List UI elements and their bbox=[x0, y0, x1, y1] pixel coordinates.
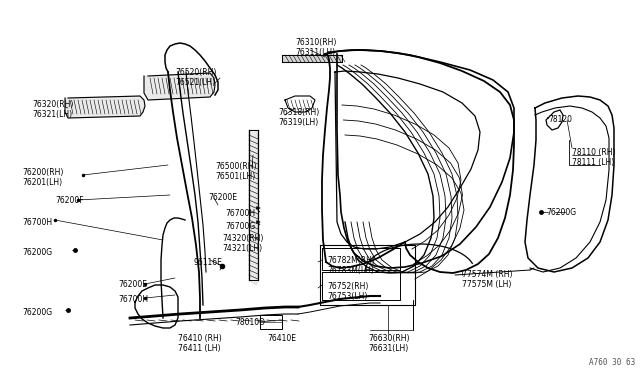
Text: 76200E: 76200E bbox=[208, 193, 237, 202]
Text: 76410E: 76410E bbox=[267, 334, 296, 343]
Polygon shape bbox=[249, 130, 258, 285]
Bar bbox=[260, 315, 282, 329]
Text: 78010D: 78010D bbox=[235, 318, 265, 327]
Text: 76500(RH)
76501(LH): 76500(RH) 76501(LH) bbox=[215, 162, 257, 182]
Text: 76630(RH)
76631(LH): 76630(RH) 76631(LH) bbox=[368, 334, 410, 353]
Text: 74320(RH)
74321(LH): 74320(RH) 74321(LH) bbox=[222, 234, 264, 253]
Text: 76200G: 76200G bbox=[22, 308, 52, 317]
Text: 76200G: 76200G bbox=[546, 208, 576, 217]
Text: 77574M (RH)
77575M (LH): 77574M (RH) 77575M (LH) bbox=[462, 270, 513, 289]
Text: 76700H: 76700H bbox=[118, 295, 148, 304]
Polygon shape bbox=[65, 96, 145, 118]
Text: 78120: 78120 bbox=[548, 115, 572, 124]
Text: 76782M(RH)
76783M(LH): 76782M(RH) 76783M(LH) bbox=[327, 256, 375, 275]
Text: 76410 (RH)
76411 (LH): 76410 (RH) 76411 (LH) bbox=[178, 334, 221, 353]
Text: 96116E: 96116E bbox=[193, 258, 222, 267]
Text: 76310(RH)
76311(LH): 76310(RH) 76311(LH) bbox=[295, 38, 337, 57]
Text: 76200(RH)
76201(LH): 76200(RH) 76201(LH) bbox=[22, 168, 63, 187]
Polygon shape bbox=[144, 73, 215, 100]
Text: 76700H: 76700H bbox=[225, 209, 255, 218]
Text: 76318(RH)
76319(LH): 76318(RH) 76319(LH) bbox=[278, 108, 319, 127]
Text: 78110 (RH)
78111 (LH): 78110 (RH) 78111 (LH) bbox=[572, 148, 616, 167]
Text: 76200G: 76200G bbox=[22, 248, 52, 257]
Text: 76520(RH)
76521(LH): 76520(RH) 76521(LH) bbox=[175, 68, 216, 87]
Text: 76752(RH)
76753(LH): 76752(RH) 76753(LH) bbox=[327, 282, 369, 301]
Text: 76700G: 76700G bbox=[225, 222, 255, 231]
Text: 76320(RH)
76321(LH): 76320(RH) 76321(LH) bbox=[32, 100, 74, 119]
Text: 76700H: 76700H bbox=[22, 218, 52, 227]
Text: A760 30 63: A760 30 63 bbox=[589, 358, 635, 367]
Text: 76200E: 76200E bbox=[118, 280, 147, 289]
Text: 76200F: 76200F bbox=[55, 196, 84, 205]
